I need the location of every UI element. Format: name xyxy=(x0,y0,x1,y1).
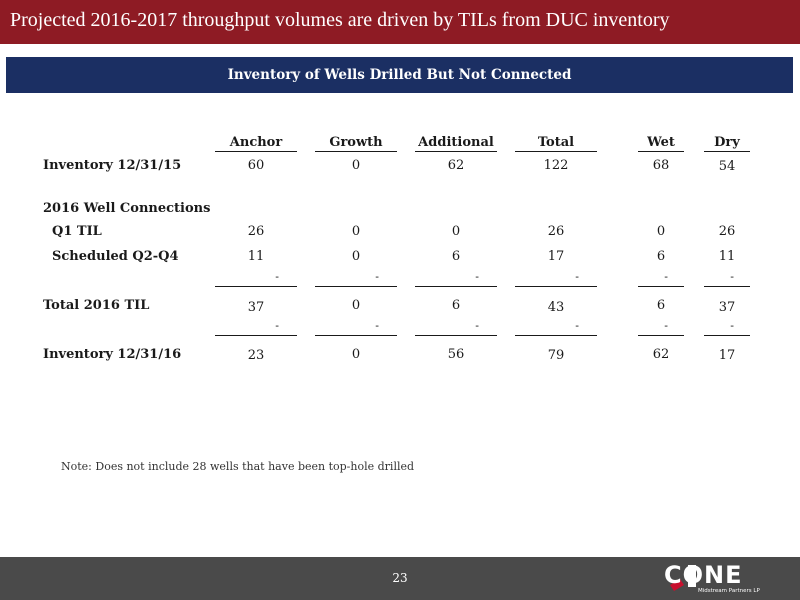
subtotal-line xyxy=(704,286,750,287)
col-header-wet: Wet xyxy=(647,135,675,150)
subtotal-line xyxy=(704,335,750,336)
table-cell: 54 xyxy=(718,159,736,174)
subtotal-line xyxy=(515,335,597,336)
table-cell: 26 xyxy=(247,224,265,239)
subtotal-line xyxy=(415,286,497,287)
dash-mark: - xyxy=(475,270,479,283)
table-cell: 62 xyxy=(652,347,670,362)
col-header-underline xyxy=(704,151,750,152)
subtotal-line xyxy=(215,286,297,287)
table-cell: 0 xyxy=(351,158,361,173)
subtotal-line xyxy=(315,335,397,336)
page-number: 23 xyxy=(392,571,408,585)
table-cell: 43 xyxy=(547,300,565,315)
table-cell: 6 xyxy=(656,249,666,264)
row-label-inventory-1216: Inventory 12/31/16 xyxy=(43,347,182,362)
table-cell: 0 xyxy=(351,347,361,362)
table-cell: 37 xyxy=(247,300,265,315)
dash-mark: - xyxy=(575,270,579,283)
table-cell: 23 xyxy=(247,348,265,363)
row-label-q1-til: Q1 TIL xyxy=(52,224,102,239)
table-cell: 17 xyxy=(547,249,565,264)
dash-mark: - xyxy=(730,270,734,283)
table-cell: 56 xyxy=(447,347,465,362)
col-header-underline xyxy=(415,151,497,152)
table-cell: 0 xyxy=(451,224,461,239)
subtotal-line xyxy=(315,286,397,287)
row-label-2016-connections: 2016 Well Connections xyxy=(43,201,211,216)
dash-mark: - xyxy=(475,319,479,332)
dash-mark: - xyxy=(730,319,734,332)
dash-mark: - xyxy=(375,270,379,283)
footnote: Note: Does not include 28 wells that hav… xyxy=(61,460,415,473)
logo-word: CONE xyxy=(664,561,743,589)
dash-mark: - xyxy=(575,319,579,332)
footer-bar: 23 xyxy=(0,557,800,600)
section-banner: Inventory of Wells Drilled But Not Conne… xyxy=(6,57,793,93)
col-header-total: Total xyxy=(537,135,575,150)
logo-mark-icon xyxy=(670,565,696,591)
table-cell: 11 xyxy=(247,249,265,264)
row-label-inventory-1215: Inventory 12/31/15 xyxy=(43,158,182,173)
col-header-underline xyxy=(638,151,684,152)
table-cell: 6 xyxy=(451,298,461,313)
table-cell: 0 xyxy=(351,249,361,264)
subtotal-line xyxy=(215,335,297,336)
table-cell: 122 xyxy=(543,158,569,173)
dash-mark: - xyxy=(375,319,379,332)
slide-title: Projected 2016-2017 throughput volumes a… xyxy=(10,9,670,31)
dash-mark: - xyxy=(275,270,279,283)
subtotal-line xyxy=(515,286,597,287)
col-header-dry: Dry xyxy=(714,135,740,150)
table-cell: 11 xyxy=(718,249,736,264)
table-cell: 79 xyxy=(547,348,565,363)
table-cell: 26 xyxy=(547,224,565,239)
table-cell: 6 xyxy=(451,249,461,264)
dash-mark: - xyxy=(275,319,279,332)
cone-logo: CONE Midstream Partners LP xyxy=(664,561,774,597)
table-cell: 68 xyxy=(652,158,670,173)
table-cell: 26 xyxy=(718,224,736,239)
col-header-underline xyxy=(315,151,397,152)
col-header-underline xyxy=(515,151,597,152)
row-label-total-til: Total 2016 TIL xyxy=(43,298,150,313)
logo-tagline: Midstream Partners LP xyxy=(698,588,760,594)
subtotal-line xyxy=(638,335,684,336)
table-cell: 62 xyxy=(447,158,465,173)
col-header-additional: Additional xyxy=(418,135,494,150)
subtotal-line xyxy=(415,335,497,336)
table-cell: 17 xyxy=(718,348,736,363)
dash-mark: - xyxy=(664,319,668,332)
table-cell: 6 xyxy=(656,298,666,313)
table-cell: 0 xyxy=(351,224,361,239)
row-label-scheduled: Scheduled Q2-Q4 xyxy=(52,249,179,264)
title-bar: Projected 2016-2017 throughput volumes a… xyxy=(0,0,800,44)
table-cell: 0 xyxy=(351,298,361,313)
col-header-growth: Growth xyxy=(329,135,383,150)
subtotal-line xyxy=(638,286,684,287)
table-cell: 0 xyxy=(656,224,666,239)
dash-mark: - xyxy=(664,270,668,283)
table-cell: 60 xyxy=(247,158,265,173)
section-title: Inventory of Wells Drilled But Not Conne… xyxy=(227,67,572,83)
col-header-anchor: Anchor xyxy=(229,135,283,150)
table-cell: 37 xyxy=(718,300,736,315)
col-header-underline xyxy=(215,151,297,152)
